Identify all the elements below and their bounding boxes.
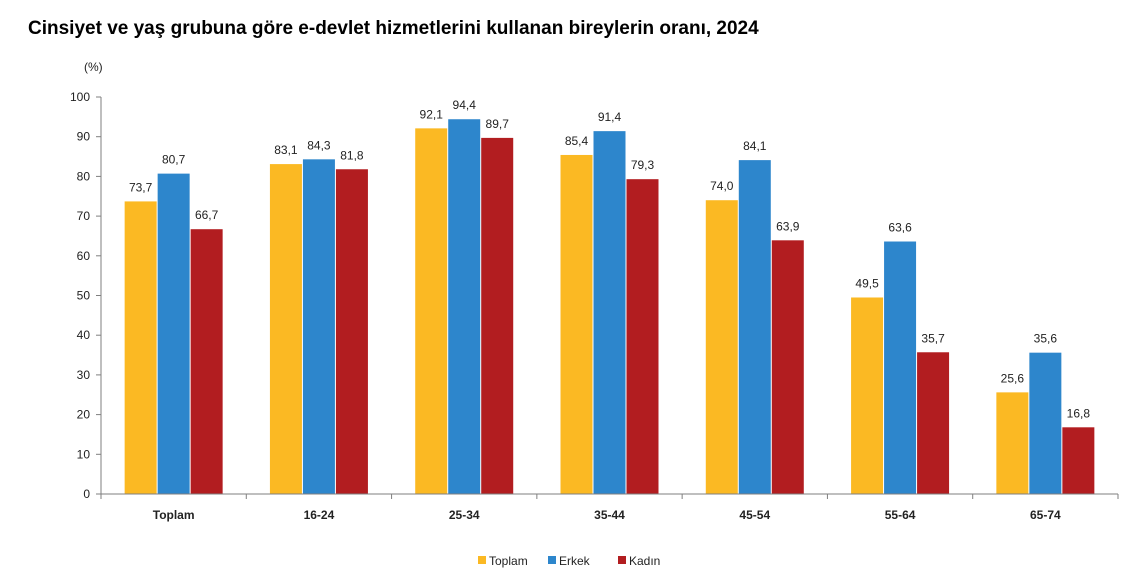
data-label: 66,7 (195, 208, 219, 222)
y-tick-label: 100 (70, 90, 90, 104)
bar-toplam (269, 164, 302, 494)
bar-erkek (302, 159, 335, 495)
y-tick-label: 0 (83, 487, 90, 501)
legend-swatch-kadın (618, 556, 626, 564)
bar-toplam (705, 200, 738, 494)
data-label: 94,4 (453, 98, 477, 112)
y-tick-label: 60 (77, 249, 91, 263)
x-tick-label: 35-44 (594, 508, 625, 522)
bar-erkek (593, 131, 626, 494)
data-label: 49,5 (855, 276, 879, 290)
bar-toplam (415, 128, 448, 494)
bar-toplam (560, 154, 593, 494)
data-label: 16,8 (1067, 406, 1091, 420)
bar-kadın (481, 137, 514, 495)
legend: Toplam Erkek Kadın (478, 554, 660, 568)
x-tick-label: 25-34 (449, 508, 480, 522)
data-label: 63,6 (888, 221, 912, 235)
data-label: 84,3 (307, 138, 331, 152)
data-label: 89,7 (486, 117, 510, 131)
y-tick-label: 90 (77, 130, 91, 144)
chart-title: Cinsiyet ve yaş grubuna göre e-devlet hi… (28, 18, 759, 39)
data-label: 91,4 (598, 110, 622, 124)
data-label: 92,1 (420, 107, 444, 121)
y-axis: 0 10 20 30 40 50 60 70 80 90 100 (70, 90, 102, 501)
bars-group (124, 119, 1095, 495)
bar-toplam (851, 297, 884, 494)
bar-erkek (448, 119, 481, 495)
data-label: 35,6 (1034, 332, 1058, 346)
x-tick-label: 45-54 (739, 508, 770, 522)
bar-erkek (884, 241, 917, 494)
data-label: 79,3 (631, 158, 655, 172)
y-tick-label: 10 (77, 447, 91, 461)
data-label: 35,7 (921, 331, 945, 345)
data-label: 85,4 (565, 134, 589, 148)
legend-swatch-toplam (478, 556, 486, 564)
data-label: 84,1 (743, 139, 767, 153)
x-axis: Toplam 16-24 25-34 35-44 45-54 55-64 65-74 (100, 493, 1119, 522)
y-axis-unit-label: (%) (84, 60, 103, 74)
x-tick-label: 55-64 (885, 508, 916, 522)
data-label: 83,1 (274, 143, 298, 157)
x-tick-label: Toplam (153, 508, 195, 522)
legend-label: Erkek (559, 554, 591, 568)
bar-erkek (738, 160, 771, 495)
data-label: 25,6 (1001, 371, 1025, 385)
bar-kadın (335, 169, 368, 494)
bar-kadın (1062, 427, 1095, 494)
bar-kadın (190, 229, 223, 495)
x-tick-label: 16-24 (304, 508, 335, 522)
bar-kadın (771, 240, 804, 494)
bar-kadın (626, 179, 659, 494)
legend-label: Kadın (629, 554, 660, 568)
data-label: 73,7 (129, 180, 153, 194)
bar-toplam (124, 201, 157, 494)
bar-erkek (1029, 352, 1062, 494)
legend-label: Toplam (489, 554, 528, 568)
y-tick-label: 20 (77, 408, 91, 422)
bar-erkek (157, 173, 190, 494)
y-tick-label: 70 (77, 209, 91, 223)
data-label: 81,8 (340, 148, 364, 162)
y-tick-label: 50 (77, 289, 91, 303)
data-label: 80,7 (162, 153, 186, 167)
y-tick-label: 30 (77, 368, 91, 382)
legend-swatch-erkek (548, 556, 556, 564)
bar-kadın (917, 352, 950, 494)
bar-toplam (996, 392, 1029, 494)
data-label: 63,9 (776, 219, 800, 233)
y-tick-label: 40 (77, 328, 91, 342)
data-labels-group: 73,7 80,7 66,7 83,1 84,3 81,8 92,1 94,4 89,7 85,4… (129, 98, 1090, 420)
data-label: 74,0 (710, 179, 734, 193)
x-tick-label: 65-74 (1030, 508, 1061, 522)
y-tick-label: 80 (77, 169, 91, 183)
